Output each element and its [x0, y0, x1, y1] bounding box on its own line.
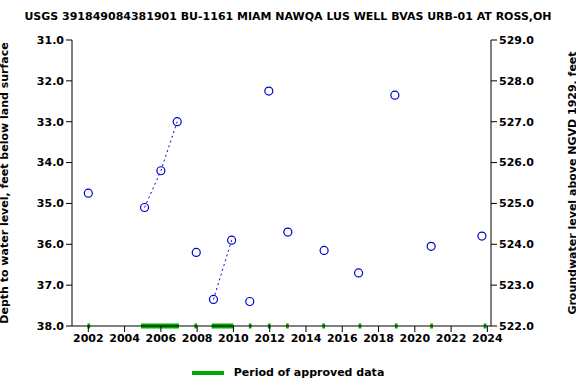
svg-text:32.0: 32.0: [37, 75, 64, 88]
html-text:Period of approved data: Period of approved data: [233, 366, 385, 379]
svg-text:528.0: 528.0: [499, 75, 534, 88]
svg-text:2018: 2018: [363, 332, 394, 345]
svg-text:35.0: 35.0: [37, 197, 64, 210]
svg-text:2016: 2016: [327, 332, 358, 345]
svg-text:2002: 2002: [73, 332, 104, 345]
svg-text:524.0: 524.0: [499, 238, 534, 251]
svg-text:2008: 2008: [182, 332, 213, 345]
svg-text:2024: 2024: [472, 332, 503, 345]
svg-text:2010: 2010: [218, 332, 249, 345]
svg-text:2012: 2012: [254, 332, 285, 345]
svg-text:31.0: 31.0: [37, 34, 64, 47]
svg-text:523.0: 523.0: [499, 279, 534, 292]
svg-text:2020: 2020: [400, 332, 431, 345]
svg-text:34.0: 34.0: [37, 156, 64, 169]
svg-text:2004: 2004: [109, 332, 140, 345]
svg-text:529.0: 529.0: [499, 34, 534, 47]
svg-text:527.0: 527.0: [499, 116, 534, 129]
svg-text:526.0: 526.0: [499, 156, 534, 169]
svg-text:Depth to water level, feet bel: Depth to water level, feet below land su…: [8, 42, 11, 323]
svg-text:522.0: 522.0: [499, 320, 534, 333]
svg-text:37.0: 37.0: [37, 279, 64, 292]
html-text:USGS 391849084381901 BU-1161 M: USGS 391849084381901 BU-1161 MIAM NAWQA …: [24, 10, 552, 23]
svg-text:2014: 2014: [291, 332, 322, 345]
svg-text:2022: 2022: [436, 332, 467, 345]
svg-text:33.0: 33.0: [37, 116, 64, 129]
svg-text:2006: 2006: [146, 332, 177, 345]
svg-text:525.0: 525.0: [499, 197, 534, 210]
svg-text:Groundwater level above NGVD 1: Groundwater level above NGVD 1929, feet: [566, 51, 568, 314]
svg-text:36.0: 36.0: [37, 238, 64, 251]
svg-text:38.0: 38.0: [37, 320, 64, 333]
